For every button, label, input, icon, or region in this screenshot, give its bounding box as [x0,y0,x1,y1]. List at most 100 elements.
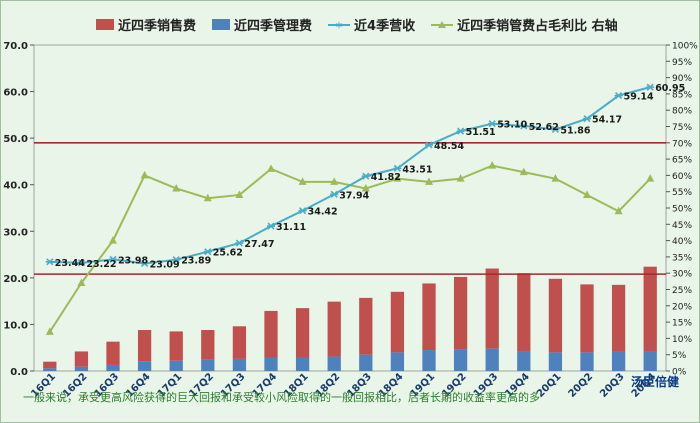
revenue-point [361,172,370,180]
revenue-point [646,83,655,91]
ratio-point [519,167,528,176]
bar-admin [359,354,373,371]
revenue-point [235,239,244,247]
ratio-point [172,183,181,192]
revenue-point [172,256,181,264]
revenue-point [298,207,307,215]
ratio-point [646,174,655,182]
revenue-data-label: 41.82 [371,172,401,183]
bar-sales [390,291,405,353]
revenue-data-label: 51.51 [466,127,496,138]
right-tick-label: 95% [672,58,692,68]
right-tick-label: 100% [672,42,698,52]
revenue-data-label: 54.17 [592,115,622,126]
bar-admin [232,358,247,371]
right-tick-label: 10% [672,335,692,345]
bar-sales [453,276,468,350]
bar-sales [643,266,657,352]
legend-swatch-sales [96,19,114,30]
right-tick-label: 55% [672,188,692,198]
bar-admin [548,352,563,371]
bar-admin [485,348,499,371]
revenue-point [551,125,560,134]
left-tick-label: 50.0 [3,134,28,145]
bar-sales [548,278,563,353]
footer-note: 一般来说，承受更高风险获得的巨大回报和承受较小风险取得的一般回报相比，后者长期的… [23,391,540,404]
right-tick-label: 80% [672,107,692,117]
revenue-point [583,115,591,123]
right-tick-label: 25% [672,286,692,296]
right-tick-label: 45% [672,221,692,231]
bar-admin [643,351,657,371]
left-tick-label: 20.0 [3,274,28,285]
revenue-data-label: 23.44 [55,258,85,269]
legend-label-sales: 近四季销售费 [118,19,197,34]
revenue-point [425,141,433,149]
bar-admin [106,364,120,371]
legend-label-revenue: 近4季营收 [354,19,416,34]
right-tick-label: 40% [672,237,692,247]
ratio-point [614,206,623,215]
revenue-point [393,164,402,172]
right-tick-label: 70% [672,139,692,149]
ratio-point [456,174,465,182]
right-tick-label: 85% [672,90,692,100]
revenue-data-label: 59.14 [624,92,654,103]
revenue-data-label: 37.94 [339,190,369,201]
ratio-point [330,177,339,185]
legend-label-ratio: 近四季销管费占毛利比 右轴 [457,19,618,34]
bar-admin [137,361,152,371]
revenue-point [45,258,54,266]
bar-sales [327,301,341,357]
ratio-point [235,190,244,198]
watermark: 汤臣倍健 [631,375,680,389]
ratio-point [361,183,370,192]
bar-admin [264,357,278,371]
bar-admin [169,360,183,371]
bar-sales [359,297,373,355]
revenue-data-label: 43.51 [402,164,432,175]
bar-admin [580,352,594,371]
ratio-point [583,190,591,198]
ratio-point [551,174,560,182]
revenue-point [614,92,623,100]
revenue-data-label: 31.11 [276,222,306,233]
left-tick-label: 40.0 [3,181,28,192]
revenue-point [203,248,212,256]
ratio-point [77,278,86,286]
revenue-data-label: 23.22 [86,259,116,270]
ratio-point [298,177,307,185]
bar-admin [43,368,57,371]
right-tick-label: 90% [672,74,692,84]
bar-sales [137,330,152,362]
legend-swatch-ratio [431,20,454,28]
bar-sales [169,331,183,361]
left-tick-label: 70.0 [3,41,28,52]
revenue-point [140,259,149,268]
ratio-point [140,170,149,179]
legend-item-sales: 近四季销售费 [96,15,196,34]
bar-sales [264,310,278,358]
right-tick-label: 50% [672,205,692,215]
right-tick-label: 5% [672,351,687,361]
left-tick-label: 0.0 [10,367,28,378]
revenue-point [519,122,528,130]
revenue-data-label: 23.09 [150,259,180,270]
ratio-point [267,164,275,172]
bar-sales [517,273,531,352]
revenue-point [77,259,86,267]
bar-sales [422,283,436,351]
bar-admin [390,352,405,371]
legend-item-revenue: ✶ 近4季营收 [328,15,415,34]
bar-admin [422,350,436,371]
revenue-data-label: 48.54 [434,141,464,152]
right-tick-label: 20% [672,302,692,312]
revenue-data-label: 25.62 [213,248,243,259]
right-tick-label: 75% [672,123,692,133]
ratio-point [203,193,212,202]
revenue-data-label: 60.95 [655,83,685,94]
category-label: 20Q3 [598,371,627,400]
bar-sales [201,330,215,360]
